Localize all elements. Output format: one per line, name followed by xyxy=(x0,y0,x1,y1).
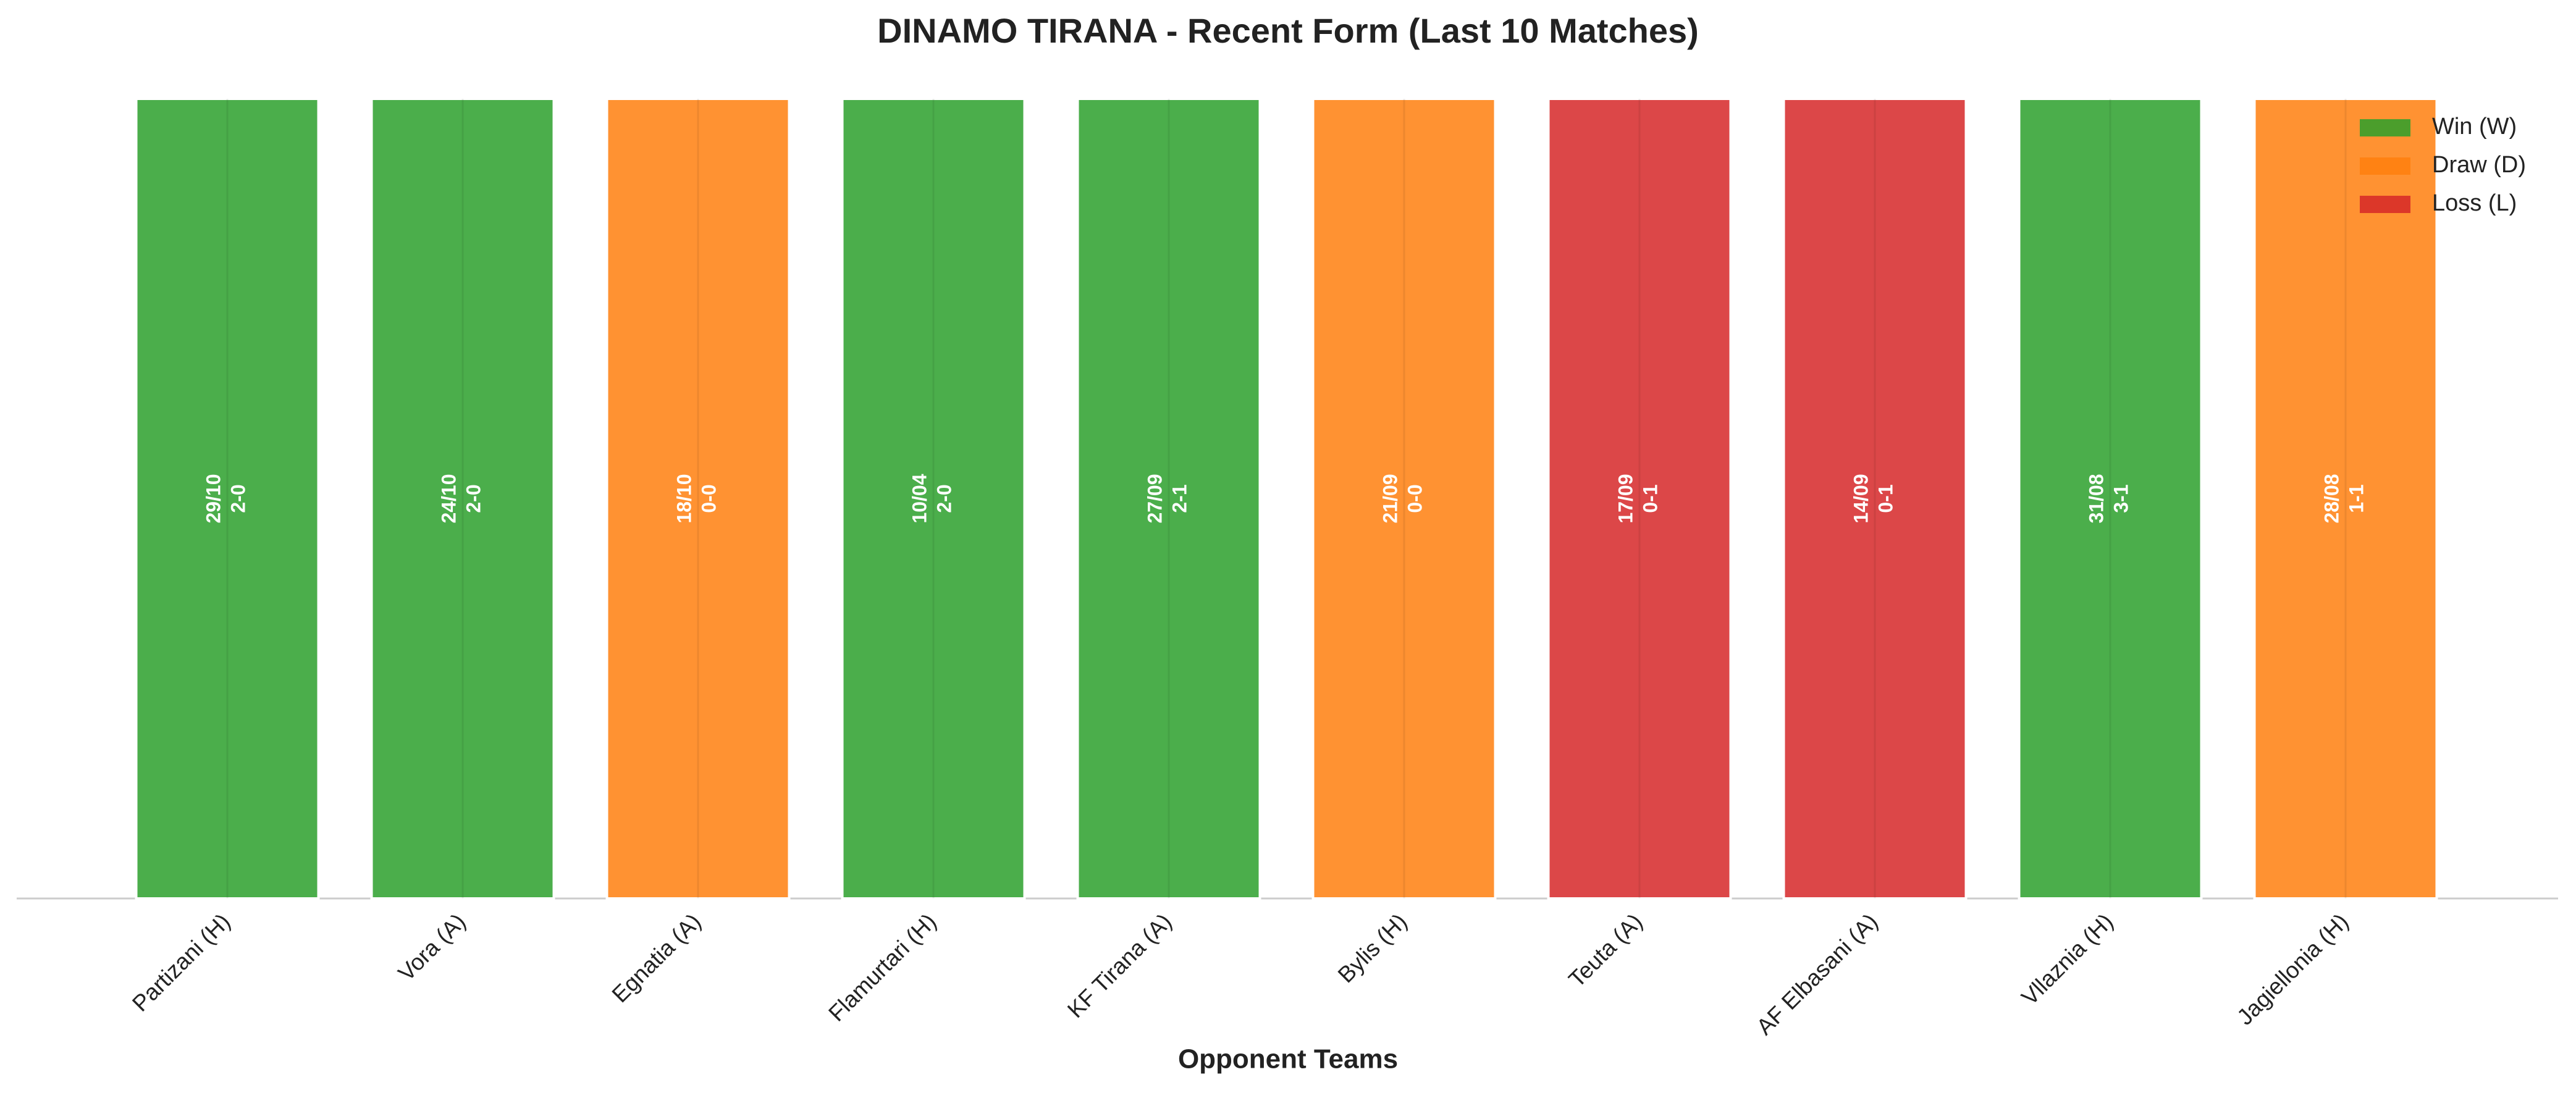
match-date: 24/10 xyxy=(437,474,460,523)
legend-label: Loss (L) xyxy=(2432,190,2517,216)
match-score: 2-1 xyxy=(1168,484,1190,513)
bar xyxy=(2253,98,2438,900)
bar xyxy=(1547,98,1732,900)
x-tick-label: Egnatia (A) xyxy=(607,909,706,1008)
match-date: 31/08 xyxy=(2085,474,2107,523)
match-date: 29/10 xyxy=(202,474,224,523)
match-date: 17/09 xyxy=(1614,474,1636,523)
match-date: 28/08 xyxy=(2320,474,2342,523)
match-date: 27/09 xyxy=(1143,474,1166,523)
match-score: 3-1 xyxy=(2110,484,2132,513)
match-date: 18/10 xyxy=(673,474,695,523)
match-score: 0-0 xyxy=(1404,484,1426,513)
x-tick-label: Vllaznia (H) xyxy=(2016,909,2118,1010)
x-tick-label: Flamurtari (H) xyxy=(823,909,941,1026)
legend-swatch xyxy=(2360,157,2410,175)
bar xyxy=(370,98,555,900)
bar xyxy=(2018,98,2203,900)
chart-title: DINAMO TIRANA - Recent Form (Last 10 Mat… xyxy=(877,11,1699,50)
match-score: 2-0 xyxy=(462,484,484,513)
match-date: 21/09 xyxy=(1379,474,1401,523)
x-axis-label: Opponent Teams xyxy=(1178,1044,1398,1074)
legend-swatch xyxy=(2360,119,2410,136)
bar xyxy=(1311,98,1497,900)
x-tick-label: Partizani (H) xyxy=(127,909,235,1016)
x-tick-label: Vora (A) xyxy=(394,909,471,986)
match-score: 0-1 xyxy=(1874,484,1896,513)
x-tick-label: AF Elbasani (A) xyxy=(1751,909,1882,1040)
bar xyxy=(1076,98,1261,900)
legend-swatch xyxy=(2360,196,2410,213)
bar xyxy=(135,98,320,900)
match-date: 14/09 xyxy=(1850,474,1872,523)
legend-label: Win (W) xyxy=(2432,114,2517,140)
match-score: 1-1 xyxy=(2345,484,2367,513)
legend-label: Draw (D) xyxy=(2432,152,2526,178)
match-score: 0-0 xyxy=(697,484,720,513)
match-date: 10/04 xyxy=(908,474,930,523)
bar xyxy=(841,98,1026,900)
x-tick-label: Teuta (A) xyxy=(1564,909,1647,992)
bar xyxy=(1782,98,1968,900)
match-score: 0-1 xyxy=(1639,484,1661,513)
x-tick-label: KF Tirana (A) xyxy=(1063,909,1177,1023)
bar xyxy=(605,98,791,900)
match-score: 2-0 xyxy=(227,484,249,513)
match-score: 2-0 xyxy=(933,484,955,513)
x-tick-label: Bylis (H) xyxy=(1333,909,1412,988)
x-tick-label: Jagiellonia (H) xyxy=(2232,909,2353,1030)
